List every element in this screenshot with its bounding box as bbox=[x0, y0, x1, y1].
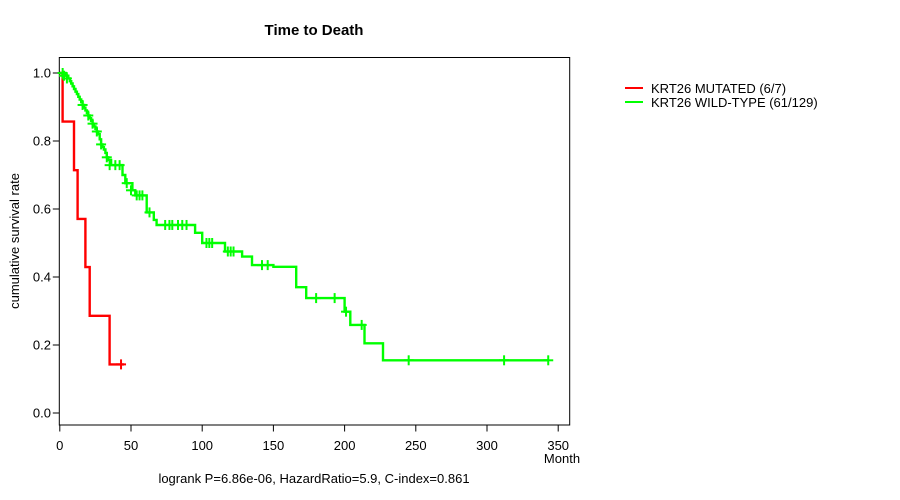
x-axis-tick-label: 300 bbox=[476, 438, 498, 453]
stats-footer: logrank P=6.86e-06, HazardRatio=5.9, C-i… bbox=[158, 471, 470, 486]
legend: KRT26 MUTATED (6/7) KRT26 WILD-TYPE (61/… bbox=[625, 80, 818, 110]
y-axis-tick-label: 0.4 bbox=[33, 270, 51, 285]
y-axis-tick-label: 1.0 bbox=[33, 66, 51, 81]
legend-item-wild-type: KRT26 WILD-TYPE (61/129) bbox=[625, 94, 818, 110]
legend-label-wild-type: KRT26 WILD-TYPE (61/129) bbox=[651, 94, 818, 110]
x-axis-tick-label: 200 bbox=[334, 438, 356, 453]
y-axis-title: cumulative survival rate bbox=[7, 173, 22, 309]
y-axis-tick-label: 0.0 bbox=[33, 406, 51, 421]
legend-item-mutated: KRT26 MUTATED (6/7) bbox=[625, 80, 818, 96]
x-axis-tick-label: 250 bbox=[405, 438, 427, 453]
legend-line-mutated bbox=[625, 87, 643, 89]
x-axis-tick-label: 150 bbox=[263, 438, 285, 453]
x-axis-tick-label: 50 bbox=[124, 438, 138, 453]
x-axis-title: Month bbox=[544, 451, 580, 466]
y-axis-tick-label: 0.2 bbox=[33, 338, 51, 353]
y-axis-tick-label: 0.8 bbox=[33, 134, 51, 149]
plot-border bbox=[58, 57, 571, 426]
survival-curve-wild-type bbox=[59, 71, 549, 362]
x-axis-tick-label: 350 bbox=[547, 438, 569, 453]
chart-title: Time to Death bbox=[264, 22, 364, 39]
survival-curve-mutated bbox=[59, 71, 124, 366]
x-axis-tick-label: 0 bbox=[56, 438, 63, 453]
y-axis-tick-label: 0.6 bbox=[33, 202, 51, 217]
legend-line-wild-type bbox=[625, 101, 643, 103]
legend-label-mutated: KRT26 MUTATED (6/7) bbox=[651, 80, 787, 96]
x-axis-tick-label: 100 bbox=[191, 438, 213, 453]
